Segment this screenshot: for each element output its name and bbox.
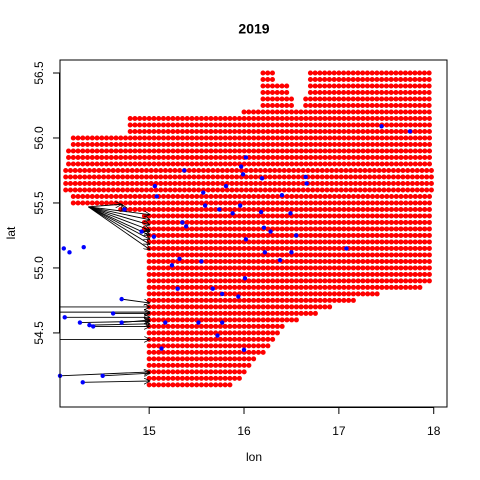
x-tick-label: 17 <box>332 424 346 438</box>
observation-point <box>110 311 116 316</box>
observations <box>57 124 413 385</box>
observation-point <box>407 129 413 134</box>
observation-point <box>230 211 235 216</box>
observation-point <box>87 322 92 328</box>
arrow <box>88 206 150 245</box>
observation-point <box>139 229 144 234</box>
observation-point <box>304 181 309 186</box>
observation-point <box>279 192 285 198</box>
observation-point <box>219 320 225 325</box>
x-tick-label: 18 <box>427 424 441 438</box>
observation-point <box>277 257 283 263</box>
observation-point <box>77 320 83 325</box>
observation-point <box>180 220 185 225</box>
observation-point <box>196 320 201 325</box>
arrow <box>88 206 150 225</box>
arrow <box>88 206 150 240</box>
observation-point <box>202 203 208 208</box>
observation-point <box>159 346 164 351</box>
observation-point <box>169 263 175 268</box>
observation-point <box>215 333 220 338</box>
observation-point <box>258 209 264 215</box>
observation-point <box>268 229 273 234</box>
arrow <box>102 373 150 376</box>
observation-point <box>62 315 67 320</box>
observation-point <box>293 233 299 238</box>
observation-point <box>262 250 268 255</box>
observation-point <box>177 256 182 262</box>
arrow <box>59 372 150 377</box>
observation-point <box>122 207 127 212</box>
arrow <box>82 381 150 382</box>
observation-point <box>289 250 294 255</box>
observation-point <box>219 291 225 297</box>
observation-point <box>238 203 243 208</box>
observation-point <box>223 183 229 189</box>
observation-point <box>288 211 293 216</box>
arrow <box>88 206 150 220</box>
observation-point <box>238 164 244 169</box>
grid-cells <box>63 70 437 388</box>
observation-point <box>182 168 187 173</box>
y-tick-label: 55.5 <box>32 191 46 215</box>
observation-point <box>242 276 248 281</box>
arrow <box>121 320 150 323</box>
observation-point <box>344 246 349 251</box>
observation-point <box>199 259 204 264</box>
observation-point <box>119 320 124 325</box>
observation-point <box>379 124 384 129</box>
observation-point <box>67 250 72 255</box>
observation-point <box>303 174 308 180</box>
observation-point <box>61 246 66 251</box>
observation-point <box>163 320 168 325</box>
observation-point <box>210 286 215 291</box>
observation-point <box>201 190 206 195</box>
observation-point <box>119 296 124 302</box>
observation-point <box>240 172 246 177</box>
arrow <box>79 321 150 322</box>
y-tick-label: 54.5 <box>32 321 46 345</box>
observation-point <box>259 176 265 181</box>
observation-point <box>243 237 249 242</box>
arrow <box>88 206 150 250</box>
y-tick-label: 56.5 <box>32 61 46 85</box>
x-axis-label: lon <box>246 450 262 464</box>
observation-point <box>236 294 241 299</box>
observation-point <box>81 244 86 250</box>
arrow <box>88 206 150 230</box>
arrow <box>88 204 121 207</box>
observation-point <box>261 225 267 230</box>
y-tick-label: 55.0 <box>32 256 46 280</box>
arrows <box>59 204 150 382</box>
observation-point <box>154 194 159 199</box>
observation-point <box>243 155 249 160</box>
observation-point <box>241 347 247 353</box>
observation-point <box>175 286 180 291</box>
plot-box <box>59 59 448 408</box>
observation-point <box>100 373 105 379</box>
chart-title: 2019 <box>238 21 269 37</box>
observation-point <box>217 207 222 212</box>
arrow <box>89 324 150 325</box>
x-tick-label: 16 <box>237 424 251 438</box>
arrow <box>88 206 150 215</box>
observation-point <box>183 224 189 229</box>
x-tick-label: 15 <box>142 424 156 438</box>
observation-point <box>152 183 158 189</box>
y-axis-label: lat <box>4 226 18 239</box>
arrow <box>121 298 150 303</box>
y-tick-label: 56.0 <box>32 126 46 150</box>
observation-point <box>90 324 96 329</box>
observation-point <box>80 380 85 385</box>
observation-point <box>151 234 157 239</box>
